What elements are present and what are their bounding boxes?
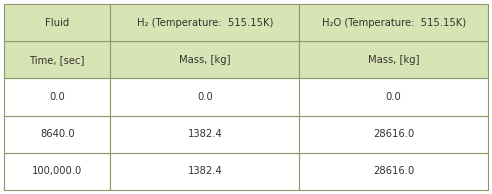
Bar <box>4 153 111 190</box>
Text: H₂ (Temperature:  515.15K): H₂ (Temperature: 515.15K) <box>137 18 273 28</box>
Text: 0.0: 0.0 <box>386 92 401 102</box>
Bar <box>111 41 299 78</box>
Text: Fluid: Fluid <box>45 18 69 28</box>
Bar <box>111 153 299 190</box>
Text: Mass, [kg]: Mass, [kg] <box>368 55 419 65</box>
Text: Time, [sec]: Time, [sec] <box>30 55 85 65</box>
Bar <box>299 41 488 78</box>
Bar <box>111 78 299 116</box>
Bar <box>299 4 488 41</box>
Text: 0.0: 0.0 <box>49 92 65 102</box>
Text: H₂O (Temperature:  515.15K): H₂O (Temperature: 515.15K) <box>322 18 466 28</box>
Bar <box>299 78 488 116</box>
Text: 8640.0: 8640.0 <box>40 129 75 139</box>
Bar <box>299 116 488 153</box>
Text: 100,000.0: 100,000.0 <box>32 166 82 176</box>
Text: Mass, [kg]: Mass, [kg] <box>179 55 231 65</box>
Text: 1382.4: 1382.4 <box>187 166 222 176</box>
Bar <box>4 116 111 153</box>
Bar <box>111 4 299 41</box>
Text: 1382.4: 1382.4 <box>187 129 222 139</box>
Bar <box>111 116 299 153</box>
Bar <box>4 78 111 116</box>
Bar <box>4 41 111 78</box>
Text: 0.0: 0.0 <box>197 92 213 102</box>
Bar <box>4 4 111 41</box>
Bar <box>299 153 488 190</box>
Text: 28616.0: 28616.0 <box>373 129 414 139</box>
Text: 28616.0: 28616.0 <box>373 166 414 176</box>
